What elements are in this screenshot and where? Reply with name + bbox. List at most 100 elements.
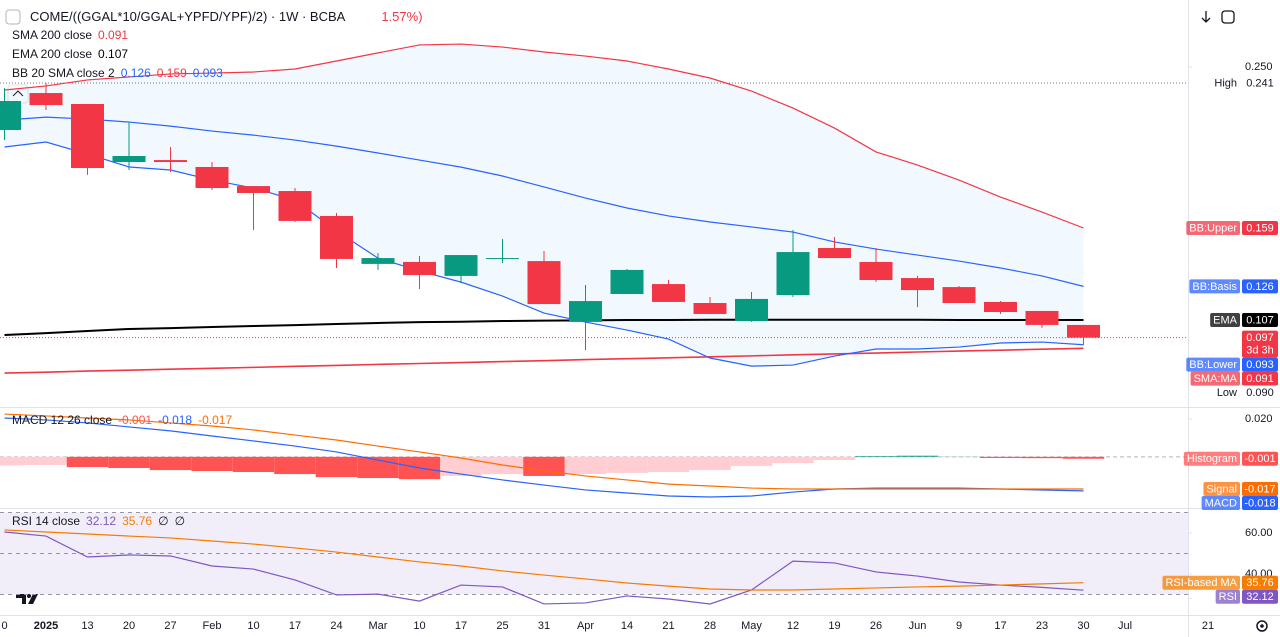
x-tick-label: 13 — [81, 620, 93, 632]
download-button[interactable] — [1201, 11, 1211, 23]
candle-body — [901, 278, 934, 291]
price-tag-value: 0.090 — [1246, 387, 1274, 399]
x-tick-label: Jul — [1118, 620, 1132, 632]
price-tag-name-box — [1162, 575, 1240, 590]
x-tick-label: 17 — [455, 620, 467, 632]
price-tag-value-box — [1242, 371, 1278, 386]
price-tag-name: RSI-based MA — [1165, 577, 1237, 589]
histogram-bar — [274, 456, 316, 475]
price-tag-name: BB:Upper — [1189, 222, 1237, 234]
histogram-bar — [440, 456, 482, 476]
histogram-bar — [689, 456, 731, 471]
candle-body — [29, 93, 63, 106]
price-tag-name: EMA — [1213, 314, 1238, 326]
price-tag-value: 35.76 — [1246, 577, 1274, 589]
price-tag-value: 0.091 — [1246, 373, 1274, 385]
candle-body — [237, 186, 270, 193]
price-tag-value-box — [1242, 312, 1278, 327]
x-tick-label: 17 — [994, 620, 1006, 632]
price-tag-value-box — [1242, 482, 1278, 497]
indicator-line — [4, 43, 1084, 229]
price-tag-value: 0.107 — [1246, 314, 1274, 326]
histogram-bar — [647, 456, 690, 472]
price-tag-value: 0.126 — [1246, 281, 1274, 293]
price-tag-value: 0.241 — [1246, 77, 1274, 89]
indicator-line — [4, 413, 1084, 490]
histogram-bar — [66, 456, 109, 468]
indicator-line — [4, 116, 1084, 287]
histogram-bar — [1062, 456, 1105, 459]
histogram-bar — [564, 456, 607, 475]
histogram-bar — [315, 456, 358, 478]
x-tick-label: May — [741, 620, 762, 632]
price-tag-name-box — [1186, 357, 1240, 372]
x-tick-label: 0 — [1, 620, 7, 632]
candle-body — [652, 284, 685, 302]
price-tag-value-box — [1242, 575, 1278, 590]
price-tag-value-box — [1242, 75, 1278, 90]
candle-body — [195, 166, 229, 189]
price-tag-value: 32.12 — [1246, 591, 1274, 603]
candle-body — [818, 247, 851, 259]
x-tick-label: Mar — [369, 620, 388, 632]
price-tag-value: -0.001 — [1244, 453, 1275, 465]
x-tick-label: 25 — [496, 620, 508, 632]
price-tag-name-box — [1189, 279, 1240, 294]
histogram-bar — [149, 456, 192, 471]
price-tag-value: 0.159 — [1246, 222, 1274, 234]
price-tag-value: -0.017 — [1244, 483, 1275, 495]
candle-body — [320, 215, 353, 259]
x-tick-label: 10 — [413, 620, 425, 632]
bb-fill — [4, 44, 1084, 367]
indicator-line — [4, 529, 1084, 591]
x-tick-label: 26 — [870, 620, 882, 632]
candle-body — [610, 269, 644, 294]
price-tag-value-box — [1242, 220, 1278, 235]
price-tag-value-box — [1242, 496, 1278, 511]
price-tag-name-box — [1183, 451, 1240, 466]
histogram-bar — [772, 456, 814, 464]
price-tag-value-box — [1242, 357, 1278, 372]
candle-body — [569, 301, 602, 322]
indicator-line — [4, 347, 1084, 374]
histogram-bar — [0, 456, 26, 466]
x-tick-label: 17 — [289, 620, 301, 632]
price-tag-name: BB:Lower — [1189, 359, 1237, 371]
price-tag-value-box — [1242, 589, 1278, 604]
histogram-bar — [938, 456, 980, 457]
candle-body — [1025, 310, 1059, 325]
x-tick-label: 9 — [956, 620, 962, 632]
histogram-bar — [232, 456, 275, 472]
candle-body — [735, 298, 768, 322]
x-tick-label: 28 — [704, 620, 716, 632]
x-tick-label: 31 — [538, 620, 550, 632]
price-tag-name-box — [1215, 589, 1240, 604]
price-tag-value-box — [1242, 451, 1278, 466]
price-tag-name: High — [1214, 77, 1237, 89]
x-tick-label: 23 — [1036, 620, 1048, 632]
candle-body — [112, 156, 146, 163]
x-tick-label: 24 — [330, 620, 342, 632]
refresh-button[interactable] — [1221, 10, 1235, 24]
candle-body — [859, 261, 893, 281]
price-tag-name: Signal — [1206, 483, 1237, 495]
price-tag-value: -0.018 — [1244, 497, 1275, 509]
price-tag-value: 0.097 — [1246, 332, 1274, 344]
x-tick-label: 10 — [247, 620, 259, 632]
price-tag-name: Low — [1217, 387, 1237, 399]
histogram-bar — [606, 456, 648, 473]
x-tick-label: 21 — [662, 620, 674, 632]
price-tag-name: SMA:MA — [1194, 373, 1238, 385]
settings-button[interactable] — [1256, 620, 1268, 632]
candle-body — [154, 160, 187, 163]
indicator-line — [4, 141, 1084, 367]
plot-area — [0, 43, 1188, 605]
candle-body — [776, 252, 810, 296]
candle-body — [486, 258, 519, 260]
price-tag-name-box — [1210, 312, 1240, 327]
histogram-bar — [896, 455, 939, 457]
price-tag-name: BB:Basis — [1192, 281, 1237, 293]
histogram-bar — [108, 456, 150, 469]
